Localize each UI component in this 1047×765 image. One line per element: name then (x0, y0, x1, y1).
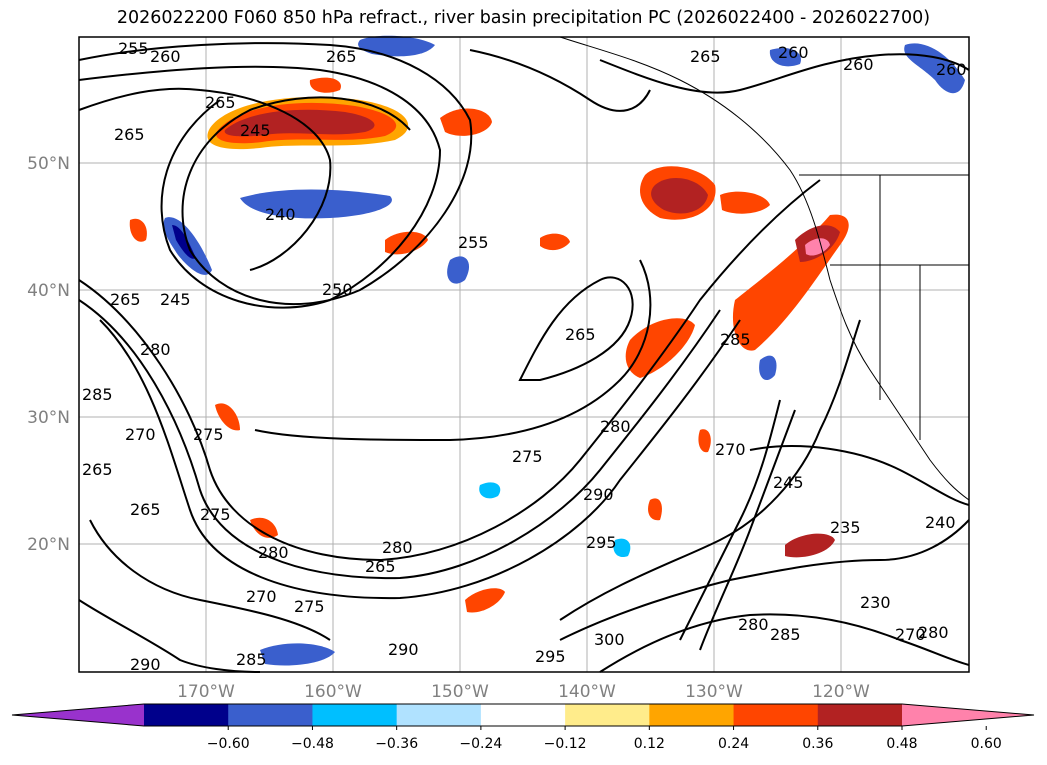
contour-label: 240 (925, 513, 956, 532)
colorbar (11, 703, 1035, 727)
contour-label: 270 (246, 587, 277, 606)
contour-label: 265 (110, 290, 141, 309)
map-title: 2026022200 F060 850 hPa refract., river … (116, 8, 931, 28)
contour-label: 290 (388, 640, 419, 659)
contour-label: 280 (738, 615, 769, 634)
contour-label: 265 (82, 460, 113, 479)
contour-label: 245 (160, 290, 191, 309)
colorbar-tick-label: 0.12 (634, 736, 665, 752)
colorbar-tick-label: −0.36 (375, 736, 418, 752)
contour-label: 280 (258, 543, 289, 562)
lat-label: 50°N (27, 154, 70, 174)
colorbar-segment (649, 704, 735, 726)
lon-label: 140°W (558, 682, 616, 702)
colorbar-segment (565, 704, 650, 726)
colorbar-segment (480, 704, 566, 726)
contour-label: 245 (240, 121, 271, 140)
contour-label: 245 (773, 473, 804, 492)
colorbar-outline (11, 703, 1035, 727)
lon-label: 150°W (431, 682, 489, 702)
colorbar-segment (396, 704, 482, 726)
contour-label: 285 (236, 650, 267, 669)
contour-label: 255 (118, 39, 149, 58)
contour-label: 270 (715, 440, 746, 459)
colorbar-tick-label: −0.12 (544, 736, 587, 752)
colorbar-tick-label: −0.24 (459, 736, 502, 752)
contour-label: 260 (936, 60, 967, 79)
contour-label: 265 (365, 557, 396, 576)
contour-label: 300 (594, 630, 625, 649)
colorbar-tick-label: −0.60 (207, 736, 250, 752)
contour-label: 265 (565, 325, 596, 344)
contour-label: 290 (583, 485, 614, 504)
colorbar-tick-label: 0.60 (971, 736, 1002, 752)
lon-label: 130°W (685, 682, 743, 702)
lat-label: 30°N (27, 408, 70, 428)
contour-label: 290 (130, 655, 161, 674)
lon-label: 120°W (812, 682, 870, 702)
contour-label: 265 (205, 93, 236, 112)
contour-label: 270 (895, 625, 926, 644)
colorbar-tick-labels: −0.60 −0.48 −0.36 −0.24 −0.12 0.12 0.24 0.36 0.4… (207, 726, 1002, 752)
colorbar-tick-label: 0.36 (802, 736, 833, 752)
colorbar-segment (733, 704, 819, 726)
colorbar-extend-low (12, 704, 144, 726)
contour-labels: 255 260 265 265 260 260 265 265 245 240 … (82, 39, 967, 674)
contour-label: 280 (382, 538, 413, 557)
contour-label: 285 (770, 625, 801, 644)
contour-label: 250 (322, 280, 353, 299)
contour-label: 295 (535, 647, 566, 666)
contour-label: 260 (778, 43, 809, 62)
contour-label: 295 (586, 533, 617, 552)
lon-label: 160°W (304, 682, 362, 702)
lat-label: 40°N (27, 281, 70, 301)
contour-label: 275 (200, 505, 231, 524)
colorbar-tick-label: 0.24 (718, 736, 749, 752)
contour-label: 260 (843, 55, 874, 74)
contour-label: 260 (150, 47, 181, 66)
contour-label: 230 (860, 593, 891, 612)
contour-label: 270 (125, 425, 156, 444)
contour-label: 280 (600, 417, 631, 436)
contour-label: 275 (193, 425, 224, 444)
contour-label: 255 (458, 233, 489, 252)
contour-label: 235 (830, 518, 861, 537)
contour-label: 265 (690, 47, 721, 66)
contour-label: 280 (918, 623, 949, 642)
contour-label: 265 (114, 125, 145, 144)
colorbar-extend-high (902, 704, 1034, 726)
contour-label: 240 (265, 205, 296, 224)
refractivity-contours (78, 42, 970, 673)
colorbar-segment (144, 704, 229, 726)
contour-label: 275 (512, 447, 543, 466)
coastlines (559, 36, 970, 501)
colorbar-segment (817, 704, 903, 726)
colorbar-segment (228, 704, 313, 726)
contour-label: 265 (130, 500, 161, 519)
contour-label: 265 (326, 47, 357, 66)
colorbar-tick-label: −0.48 (291, 736, 334, 752)
longitude-labels: 170°W 160°W 150°W 140°W 130°W 120°W (177, 682, 870, 702)
latitude-labels: 50°N 40°N 30°N 20°N (27, 154, 70, 555)
map-frame (78, 36, 970, 673)
colorbar-tick-label: 0.48 (886, 736, 917, 752)
lat-label: 20°N (27, 535, 70, 555)
contour-label: 280 (140, 340, 171, 359)
contour-label: 275 (294, 597, 325, 616)
contour-label: 285 (82, 385, 113, 404)
lon-label: 170°W (177, 682, 235, 702)
colorbar-segment (312, 704, 398, 726)
contour-label: 285 (720, 330, 751, 349)
